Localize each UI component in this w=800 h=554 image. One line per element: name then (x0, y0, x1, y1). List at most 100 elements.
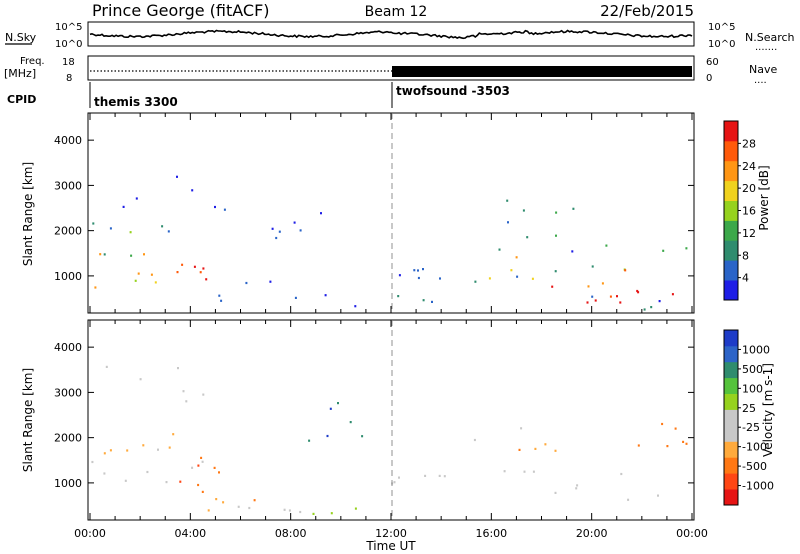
power-cell (506, 199, 509, 202)
cpid-name-0: themis 3300 (94, 95, 178, 109)
x-tick-label: 12:00 (375, 527, 407, 540)
noise-sky-line (89, 29, 693, 40)
velocity-cell (354, 507, 357, 510)
power-cell (498, 248, 501, 251)
velocity-cell (349, 421, 352, 424)
power-cell (143, 253, 145, 256)
velocity-cell (237, 505, 240, 508)
nsearch-dots: ....... (755, 42, 777, 53)
power-cell (245, 281, 248, 285)
velocity-cell (168, 446, 171, 449)
power-cell (637, 291, 640, 294)
power-cell (205, 278, 208, 281)
power-cell (586, 301, 589, 304)
power-cell (150, 273, 153, 276)
velocity-cell (165, 481, 168, 484)
freq-strip-frame (87, 55, 695, 81)
colorbar-tick-label: 24 (742, 160, 756, 173)
power-axis-ticks: 1000 2000 3000 4000 (54, 113, 694, 313)
power-cell (269, 280, 272, 283)
velocity-cell (288, 509, 291, 512)
velocity-cell (222, 501, 225, 504)
power-cell (135, 197, 138, 200)
colorbar-segment (724, 441, 738, 458)
velocity-colorbar-label: Velocity [m s-1] (761, 363, 775, 457)
power-cell (294, 296, 297, 299)
velocity-cell (438, 474, 441, 477)
velocity-cell (544, 443, 547, 446)
x-tick-label: 00:00 (676, 527, 708, 540)
velocity-cell (182, 390, 185, 393)
velocity-cell (575, 487, 578, 490)
velocity-cell (146, 470, 149, 474)
x-tick-label: 20:00 (576, 527, 608, 540)
colorbar-tick-label: 28 (742, 137, 756, 150)
power-cell (137, 272, 140, 275)
power-cell (531, 277, 534, 280)
power-cell (103, 253, 106, 256)
velocity-cell (201, 490, 204, 493)
power-cell (422, 268, 424, 271)
velocity-cell (554, 491, 557, 494)
colorbar-tick-label: -500 (742, 460, 767, 473)
velocity-cell (215, 498, 218, 501)
velocity-cell (393, 481, 396, 484)
power-cell (94, 286, 97, 289)
nsky-label: N.Sky (5, 31, 37, 44)
power-cell (130, 254, 133, 257)
date-label: 22/Feb/2015 (600, 2, 694, 20)
power-ylabel: Slant Range [km] (21, 162, 35, 266)
velocity-cell (473, 438, 476, 442)
nave-dots: .... (754, 75, 767, 86)
velocity-cell (627, 498, 630, 501)
nave-block (392, 66, 692, 77)
power-cell (594, 299, 597, 302)
velocity-cell (157, 448, 159, 451)
power-cell (662, 249, 665, 252)
velocity-ylabel: Slant Range [km] (21, 368, 35, 472)
colorbar-segment (724, 457, 738, 474)
power-cell (516, 275, 519, 278)
colorbar-segment (724, 361, 738, 379)
power-cell (555, 234, 557, 237)
nave-label: Nave (749, 63, 777, 76)
power-cell (275, 236, 278, 240)
y-tick-label: 4000 (54, 134, 82, 147)
colorbar-tick-label: 16 (742, 205, 756, 218)
power-cell (202, 267, 205, 270)
power-cell (431, 300, 433, 303)
power-cell (515, 256, 518, 259)
power-cell (650, 306, 653, 309)
colorbar-tick-label: 4 (742, 272, 749, 285)
velocity-cell (197, 483, 200, 487)
y-tick-label: 1000 (54, 477, 82, 490)
power-cell (636, 289, 639, 293)
velocity-cell (424, 474, 427, 477)
power-cell (397, 295, 400, 298)
velocity-cell (666, 445, 669, 448)
power-cell (601, 282, 604, 285)
power-cell (92, 222, 95, 225)
velocity-cell (518, 448, 521, 451)
colorbar-segment (724, 345, 738, 363)
velocity-cell (657, 494, 659, 497)
power-cell (571, 250, 574, 253)
power-cell (134, 279, 137, 282)
power-cell (278, 230, 281, 233)
y-tick-label: 3000 (54, 386, 82, 399)
beam-label: Beam 12 (365, 4, 428, 20)
power-cell (671, 293, 674, 296)
y-tick-label: 4000 (54, 341, 82, 354)
velocity-cell (213, 466, 216, 469)
power-cell (176, 271, 179, 274)
velocity-cell (503, 470, 506, 473)
velocity-cell (253, 499, 256, 502)
colorbar-segment (724, 180, 738, 201)
colorbar-segment (724, 473, 738, 490)
power-colorbar-label: Power [dB] (757, 165, 771, 230)
y-tick-label: 2000 (54, 432, 82, 445)
colorbar-segment (724, 140, 738, 162)
power-cell (619, 301, 622, 304)
power-cell (488, 277, 491, 280)
power-cell (191, 189, 194, 192)
